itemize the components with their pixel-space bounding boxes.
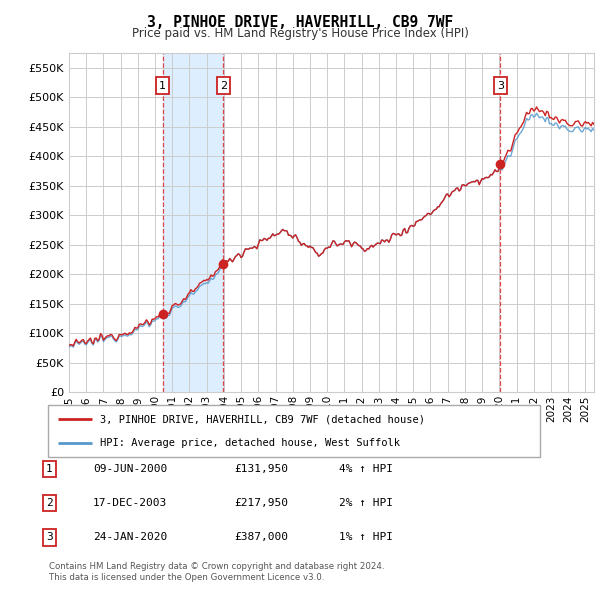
Bar — [163, 53, 223, 392]
Text: 2% ↑ HPI: 2% ↑ HPI — [339, 499, 393, 508]
Text: 2: 2 — [220, 81, 227, 90]
Text: HPI: Average price, detached house, West Suffolk: HPI: Average price, detached house, West… — [100, 438, 400, 448]
Text: 3, PINHOE DRIVE, HAVERHILL, CB9 7WF: 3, PINHOE DRIVE, HAVERHILL, CB9 7WF — [147, 15, 453, 30]
Text: Price paid vs. HM Land Registry's House Price Index (HPI): Price paid vs. HM Land Registry's House … — [131, 27, 469, 40]
Text: 3: 3 — [497, 81, 504, 90]
Text: 3: 3 — [46, 533, 53, 542]
FancyBboxPatch shape — [48, 405, 540, 457]
Text: 1% ↑ HPI: 1% ↑ HPI — [339, 533, 393, 542]
Text: Contains HM Land Registry data © Crown copyright and database right 2024.
This d: Contains HM Land Registry data © Crown c… — [49, 562, 385, 582]
Text: 1: 1 — [46, 464, 53, 474]
Text: £217,950: £217,950 — [234, 499, 288, 508]
Text: 4% ↑ HPI: 4% ↑ HPI — [339, 464, 393, 474]
Text: 09-JUN-2000: 09-JUN-2000 — [93, 464, 167, 474]
Text: 17-DEC-2003: 17-DEC-2003 — [93, 499, 167, 508]
Text: 24-JAN-2020: 24-JAN-2020 — [93, 533, 167, 542]
Text: 2: 2 — [46, 499, 53, 508]
Text: 3, PINHOE DRIVE, HAVERHILL, CB9 7WF (detached house): 3, PINHOE DRIVE, HAVERHILL, CB9 7WF (det… — [100, 414, 425, 424]
Text: £131,950: £131,950 — [234, 464, 288, 474]
Text: £387,000: £387,000 — [234, 533, 288, 542]
Text: 1: 1 — [159, 81, 166, 90]
